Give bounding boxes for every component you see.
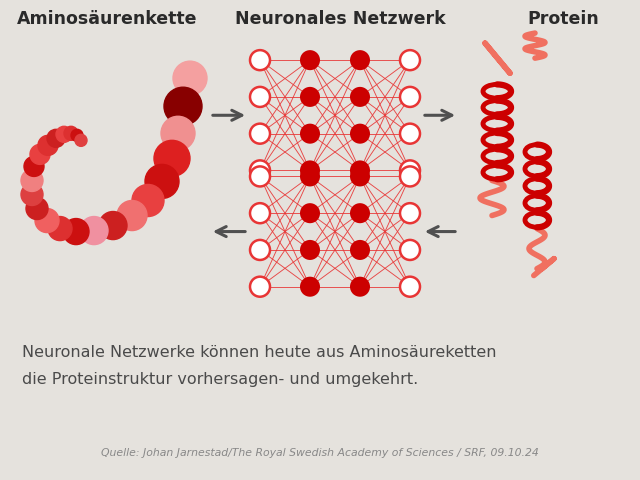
Circle shape [250,87,270,107]
Circle shape [75,134,87,146]
Circle shape [300,50,320,70]
Circle shape [63,218,89,245]
Circle shape [400,276,420,297]
Circle shape [48,216,72,240]
Circle shape [300,240,320,260]
Text: Quelle: Johan Jarnestad/The Royal Swedish Academy of Sciences / SRF, 09.10.24: Quelle: Johan Jarnestad/The Royal Swedis… [101,448,539,458]
Circle shape [47,129,65,147]
Circle shape [350,203,370,223]
Circle shape [21,169,43,192]
Circle shape [300,203,320,223]
Circle shape [161,116,195,150]
Circle shape [145,164,179,199]
Circle shape [21,183,43,205]
Circle shape [400,160,420,180]
Text: die Proteinstruktur vorhersagen- und umgekehrt.: die Proteinstruktur vorhersagen- und umg… [22,372,419,387]
Circle shape [300,87,320,107]
Circle shape [400,240,420,260]
Circle shape [350,167,370,186]
Circle shape [24,156,44,177]
Circle shape [400,203,420,223]
Circle shape [250,124,270,144]
Circle shape [400,124,420,144]
Circle shape [400,50,420,70]
Circle shape [132,184,164,216]
Circle shape [56,126,72,143]
Circle shape [300,276,320,297]
Circle shape [26,197,48,219]
Circle shape [38,135,58,156]
Circle shape [164,87,202,125]
Circle shape [173,61,207,95]
Circle shape [300,167,320,186]
Circle shape [250,160,270,180]
Text: Aminosäurenkette: Aminosäurenkette [17,10,197,28]
Circle shape [350,124,370,144]
Circle shape [350,240,370,260]
Circle shape [400,87,420,107]
Circle shape [250,167,270,186]
Text: Neuronales Netzwerk: Neuronales Netzwerk [235,10,445,28]
Circle shape [250,240,270,260]
Circle shape [117,201,147,230]
Circle shape [30,144,50,164]
Circle shape [154,140,190,177]
Circle shape [300,124,320,144]
Circle shape [64,126,78,140]
Circle shape [350,50,370,70]
Circle shape [350,160,370,180]
Circle shape [400,167,420,186]
Circle shape [99,212,127,240]
Circle shape [250,50,270,70]
Circle shape [250,203,270,223]
Circle shape [350,276,370,297]
Text: Protein: Protein [527,10,599,28]
Circle shape [35,208,59,233]
Circle shape [350,87,370,107]
Text: Neuronale Netzwerke können heute aus Aminosäureketten: Neuronale Netzwerke können heute aus Ami… [22,345,497,360]
Circle shape [300,160,320,180]
Circle shape [71,129,83,141]
Circle shape [80,216,108,245]
Circle shape [250,276,270,297]
